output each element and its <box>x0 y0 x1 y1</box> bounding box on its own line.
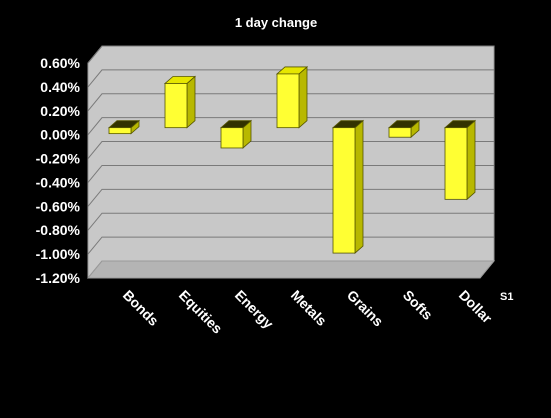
y-axis-ticks: 0.60% 0.40% 0.20% 0.00% -0.20% -0.40% -0.60% -0… <box>36 55 81 286</box>
x-axis-ticks: Bonds Equities Energy Metals Grains Softs Doll… <box>120 287 496 337</box>
bar-side <box>186 75 196 129</box>
gridline <box>87 117 494 135</box>
y-tick-label: -1.00% <box>36 246 81 262</box>
y-tick-label: -0.80% <box>36 222 81 238</box>
x-tick-label: Softs <box>400 287 436 323</box>
bar-front <box>108 127 132 135</box>
gridline <box>87 69 494 88</box>
bar <box>387 119 421 139</box>
bar <box>443 119 477 201</box>
bar-front <box>276 73 300 129</box>
bars <box>107 66 477 254</box>
gridline <box>87 45 494 64</box>
y-tick-label: -1.20% <box>36 270 81 286</box>
bar-side <box>298 66 308 129</box>
bar <box>331 119 365 254</box>
bar-front <box>164 83 188 129</box>
bar <box>219 119 253 149</box>
chart-title: 1 day change <box>235 15 317 30</box>
bar-side <box>466 119 476 201</box>
legend-label: S1 <box>500 291 513 303</box>
bar <box>107 119 141 135</box>
x-tick-label: Metals <box>288 287 330 329</box>
gridline <box>87 93 494 112</box>
legend: S1 <box>500 291 513 303</box>
bar-front <box>220 127 244 149</box>
y-tick-label: 0.20% <box>40 103 80 119</box>
x-tick-label: Grains <box>344 287 387 330</box>
x-tick-label: Dollar <box>456 287 496 327</box>
y-tick-label: -0.40% <box>36 174 81 190</box>
y-tick-label: 0.60% <box>40 55 80 71</box>
bar-front <box>444 127 468 200</box>
x-tick-label: Energy <box>232 287 277 332</box>
bar-side <box>354 119 364 254</box>
x-tick-label: Bonds <box>120 287 162 329</box>
y-tick-label: 0.00% <box>40 127 80 143</box>
y-tick-label: -0.60% <box>36 198 81 214</box>
y-tick-label: 0.40% <box>40 79 80 95</box>
bar-front <box>388 127 412 138</box>
floor <box>86 260 496 279</box>
chart-floor <box>86 260 496 279</box>
y-tick-label: -0.20% <box>36 151 81 167</box>
bar <box>275 66 309 129</box>
x-tick-label: Equities <box>176 287 226 337</box>
bar-front <box>332 127 356 254</box>
bar <box>163 75 197 129</box>
